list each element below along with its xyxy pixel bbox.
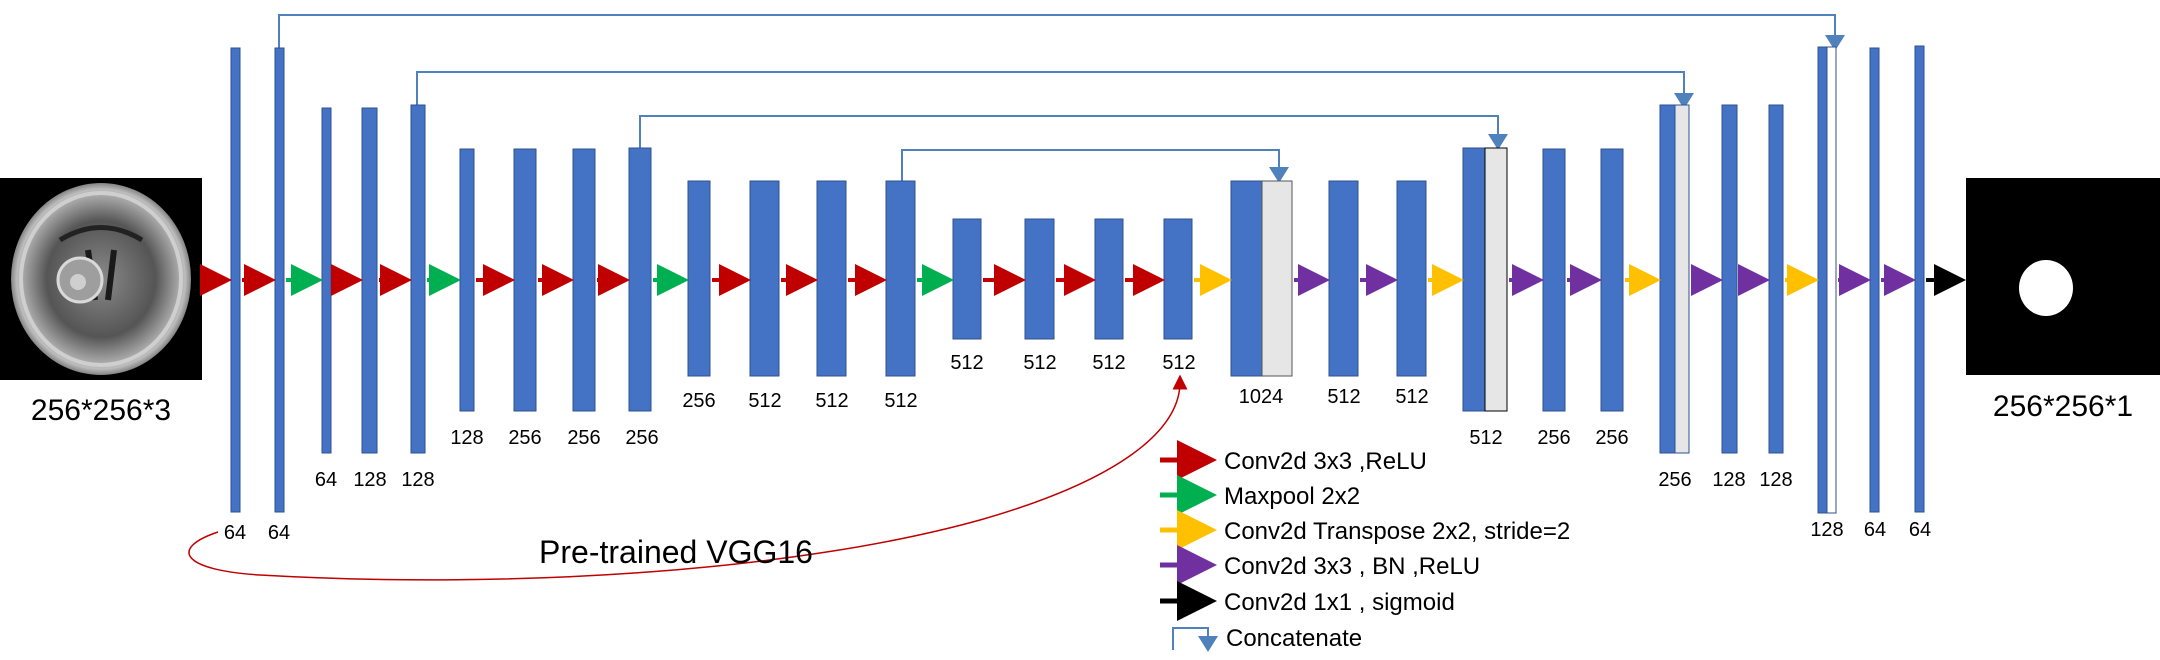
feature-block-512d [952,218,982,340]
legend-label-transpose: Conv2d Transpose 2x2, stride=2 [1224,518,1570,545]
feature-block-256-concat [1674,104,1690,454]
channel-label: 128 [1712,469,1745,491]
channel-label: 512 [1162,352,1195,374]
channel-label: 512 [1395,386,1428,408]
channel-label: 512 [1023,352,1056,374]
feature-block-64b [274,47,285,513]
feature-block-256d [687,180,711,377]
feature-block-64c [321,107,332,454]
legend-concatenate-icon [1172,627,1218,652]
channel-label: 256 [567,427,600,449]
channel-label: 64 [1909,519,1931,541]
channel-label: 128 [353,469,386,491]
channel-label: 512 [950,352,983,374]
output-mask-image [1966,178,2160,375]
legend-label-conv-relu: Conv2d 3x3 ,ReLU [1224,448,1427,475]
output-size-label: 256*256*1 [1993,390,2133,423]
channel-label: 64 [268,522,290,544]
feature-block-1024-up [1230,180,1263,377]
channel-label: 128 [1810,519,1843,541]
channel-label: 512 [1469,427,1502,449]
input-mri-image [0,178,202,380]
feature-block-512-concat [1484,147,1508,412]
skip-connection-64 [278,14,1845,51]
feature-block-128-concat [1826,46,1837,514]
channel-label: 64 [315,469,337,491]
decoder-blocks [1230,45,1925,514]
skip-connections [278,14,1845,183]
feature-block-64a [230,47,241,513]
feature-block-512i [1396,180,1427,377]
input-size-label: 256*256*3 [31,394,171,427]
legend-label-conv-bn-relu: Conv2d 3x3 , BN ,ReLU [1224,553,1480,580]
channel-label: 512 [884,390,917,412]
feature-block-512c [885,180,916,377]
feature-block-128d [1721,104,1738,454]
skip-connection-256 [639,115,1508,150]
pretrained-vgg16-curve [188,374,1188,581]
feature-block-512b [816,180,847,377]
channel-label: 512 [748,390,781,412]
feature-block-256f [1600,148,1624,412]
channel-label: 512 [1327,386,1360,408]
feature-block-512g [1163,218,1193,340]
feature-block-128c [459,148,475,412]
feature-block-512a [749,180,780,377]
channel-label: 128 [401,469,434,491]
channel-label: 256 [508,427,541,449]
feature-block-1024-concat [1261,180,1293,377]
channel-label: 128 [1759,469,1792,491]
feature-block-64e [1914,45,1925,513]
feature-block-128a [361,107,378,454]
feature-block-512h [1328,180,1359,377]
feature-block-512-up [1462,147,1486,412]
channel-label: 128 [450,427,483,449]
feature-block-256-up [1659,104,1676,454]
feature-block-256a [513,148,537,412]
channel-label: 64 [224,522,246,544]
feature-block-256c [628,147,652,412]
legend-label-maxpool: Maxpool 2x2 [1224,483,1360,510]
feature-block-64d [1869,47,1880,513]
legend: Conv2d 3x3 ,ReLU Maxpool 2x2 Conv2d Tran… [1160,440,1570,652]
legend-label-conv-sigmoid: Conv2d 1x1 , sigmoid [1224,589,1455,616]
encoder-blocks [230,47,1193,513]
channel-label: 256 [1537,427,1570,449]
feature-block-128b [410,104,426,454]
feature-block-256b [572,148,596,412]
feature-block-128e [1768,104,1784,454]
channel-label: 256 [1595,427,1628,449]
pretrained-vgg16-label: Pre-trained VGG16 [539,534,813,570]
feature-block-256e [1542,148,1566,412]
skip-connection-128 [416,71,1694,109]
channel-label: 256 [625,427,658,449]
channel-labels: 64 64 64 128 128 128 256 256 256 256 512… [224,352,1931,544]
channel-label: 256 [1658,469,1691,491]
channel-label: 512 [1092,352,1125,374]
channel-label: 1024 [1239,386,1284,408]
feature-block-512e [1024,218,1055,340]
feature-block-512f [1094,218,1124,340]
channel-label: 256 [682,390,715,412]
channel-label: 64 [1864,519,1886,541]
skip-connection-512 [901,149,1289,183]
legend-label-concatenate: Concatenate [1226,625,1362,652]
feature-block-128-up [1817,46,1828,514]
channel-label: 512 [815,390,848,412]
